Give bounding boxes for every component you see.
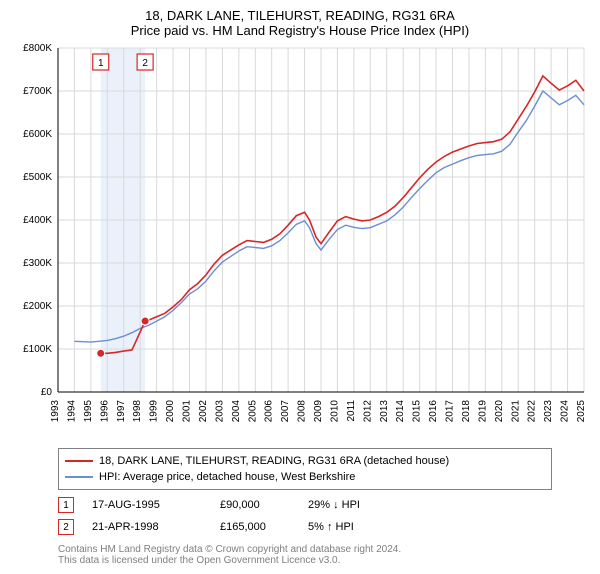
svg-text:2017: 2017	[445, 400, 456, 423]
event-date: 17-AUG-1995	[92, 499, 202, 511]
footer-line: Contains HM Land Registry data © Crown c…	[58, 544, 552, 555]
svg-text:£400K: £400K	[23, 215, 52, 226]
svg-text:£500K: £500K	[23, 172, 52, 183]
svg-text:2002: 2002	[198, 400, 209, 423]
svg-text:£700K: £700K	[23, 86, 52, 97]
legend-item: HPI: Average price, detached house, West…	[65, 469, 545, 485]
svg-text:2003: 2003	[214, 400, 225, 423]
svg-text:2: 2	[142, 58, 148, 69]
footer-line: This data is licensed under the Open Gov…	[58, 555, 552, 566]
svg-text:2000: 2000	[165, 400, 176, 423]
svg-text:£800K: £800K	[23, 43, 52, 54]
svg-text:2015: 2015	[412, 400, 423, 423]
svg-text:2008: 2008	[297, 400, 308, 423]
svg-text:2005: 2005	[247, 400, 258, 423]
svg-text:2004: 2004	[231, 400, 242, 423]
event-diff: 5% ↑ HPI	[308, 521, 398, 533]
svg-text:2016: 2016	[428, 400, 439, 423]
title-line-1: 18, DARK LANE, TILEHURST, READING, RG31 …	[8, 8, 592, 23]
event-marker: 2	[58, 519, 74, 535]
svg-text:1: 1	[98, 58, 104, 69]
svg-text:2023: 2023	[543, 400, 554, 423]
attribution-footer: Contains HM Land Registry data © Crown c…	[58, 544, 552, 566]
svg-text:2010: 2010	[329, 400, 340, 423]
legend-swatch	[65, 476, 93, 478]
svg-text:2022: 2022	[527, 400, 538, 423]
title-line-2: Price paid vs. HM Land Registry's House …	[8, 23, 592, 38]
event-marker: 1	[58, 497, 74, 513]
legend-label: HPI: Average price, detached house, West…	[99, 471, 355, 483]
svg-text:£300K: £300K	[23, 258, 52, 269]
legend-swatch	[65, 460, 93, 462]
event-diff: 29% ↓ HPI	[308, 499, 398, 511]
legend-label: 18, DARK LANE, TILEHURST, READING, RG31 …	[99, 455, 449, 467]
svg-text:1997: 1997	[116, 400, 127, 423]
transaction-row: 1 17-AUG-1995 £90,000 29% ↓ HPI	[58, 494, 552, 516]
svg-text:2020: 2020	[494, 400, 505, 423]
chart-title: 18, DARK LANE, TILEHURST, READING, RG31 …	[8, 8, 592, 38]
legend-item: 18, DARK LANE, TILEHURST, READING, RG31 …	[65, 453, 545, 469]
svg-text:2025: 2025	[576, 400, 587, 423]
svg-text:2021: 2021	[510, 400, 521, 423]
svg-text:2018: 2018	[461, 400, 472, 423]
svg-text:2014: 2014	[395, 400, 406, 423]
svg-text:2009: 2009	[313, 400, 324, 423]
svg-text:1993: 1993	[50, 400, 61, 423]
transaction-list: 1 17-AUG-1995 £90,000 29% ↓ HPI 2 21-APR…	[58, 494, 552, 538]
svg-text:2013: 2013	[379, 400, 390, 423]
svg-text:1995: 1995	[83, 400, 94, 423]
svg-text:2001: 2001	[182, 400, 193, 423]
svg-text:£600K: £600K	[23, 129, 52, 140]
svg-text:1994: 1994	[66, 400, 77, 423]
svg-text:2012: 2012	[362, 400, 373, 423]
event-price: £165,000	[220, 521, 290, 533]
svg-text:2024: 2024	[560, 400, 571, 423]
svg-text:2006: 2006	[264, 400, 275, 423]
transaction-row: 2 21-APR-1998 £165,000 5% ↑ HPI	[58, 516, 552, 538]
svg-text:£200K: £200K	[23, 301, 52, 312]
svg-text:2011: 2011	[346, 400, 357, 422]
price-chart: £0 £100K £200K £300K £400K £500K £600K £700K £80…	[8, 42, 592, 442]
svg-text:1999: 1999	[149, 400, 160, 423]
svg-text:1996: 1996	[99, 400, 110, 423]
svg-text:£100K: £100K	[23, 344, 52, 355]
event-price: £90,000	[220, 499, 290, 511]
svg-text:1998: 1998	[132, 400, 143, 423]
svg-text:2019: 2019	[477, 400, 488, 423]
svg-text:2007: 2007	[280, 400, 291, 423]
svg-text:£0: £0	[41, 387, 53, 398]
legend: 18, DARK LANE, TILEHURST, READING, RG31 …	[58, 448, 552, 490]
event-date: 21-APR-1998	[92, 521, 202, 533]
